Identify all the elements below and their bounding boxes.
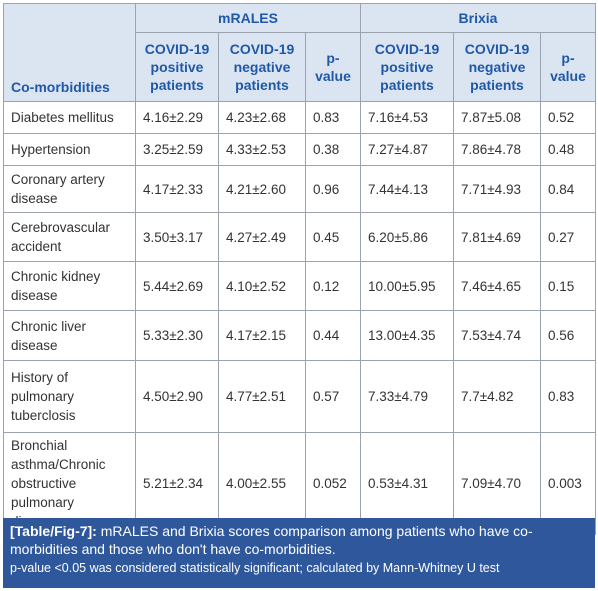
table-cell: 4.27±2.49	[218, 212, 306, 262]
row-label: Cerebrovascular accident	[3, 212, 136, 262]
table-cell: 7.53±4.74	[453, 310, 541, 361]
column-header: COVID-19 negative patients	[218, 32, 306, 102]
table-cell: 7.27±4.87	[360, 133, 454, 166]
header-text: COVID-19 negative patients	[229, 41, 295, 93]
table-row: Cerebrovascular accident 3.50±3.17 4.27±2.…	[3, 212, 597, 262]
table-cell: 3.50±3.17	[135, 212, 219, 262]
table-cell: 0.52	[539, 101, 597, 134]
label-text: Chronic liver disease	[11, 318, 87, 353]
label-text: Cerebrovascular accident	[11, 220, 111, 254]
table-row: Bronchial asthma/Chronic obstructive pul…	[3, 432, 597, 535]
label-text: Bronchial asthma/Chronic obstructive pul…	[11, 438, 106, 529]
header-row: Co-morbidities mRALES Brixia	[3, 3, 597, 102]
row-label: Bronchial asthma/Chronic obstructive pul…	[3, 432, 136, 535]
table-cell: 0.53±4.31	[360, 432, 454, 535]
table-cell: 0.003	[539, 432, 597, 535]
column-header: p-value	[539, 32, 597, 102]
table: Co-morbidities mRALES Brixia COVID-19 posit…	[3, 3, 597, 535]
table-cell: 10.00±5.95	[360, 261, 454, 311]
table-cell: 0.15	[539, 261, 597, 311]
table-cell: 0.56	[539, 310, 597, 361]
table-cell: 0.27	[539, 212, 597, 262]
table-cell: 0.12	[305, 261, 361, 311]
table-row: Chronic liver disease 5.33±2.30 4.17±2.15 0…	[3, 310, 597, 361]
table-row: Diabetes mellitus 4.16±2.29 4.23±2.68 0.83 7…	[3, 101, 597, 134]
table-cell: 0.84	[539, 165, 597, 213]
row-label: Chronic kidney disease	[3, 261, 136, 311]
table-cell: 5.44±2.69	[135, 261, 219, 311]
table-wrap: Co-morbidities mRALES Brixia COVID-19 posit…	[3, 3, 597, 535]
table-cell: 0.57	[305, 360, 361, 433]
table-cell: 3.25±2.59	[135, 133, 219, 166]
column-header: COVID-19 positive patients	[135, 32, 219, 102]
label-text: Chronic kidney disease	[11, 269, 101, 303]
caption-text: mRALES and Brixia scores comparison amon…	[10, 523, 533, 557]
table-cell: 7.09±4.70	[453, 432, 541, 535]
table-cell: 7.44±4.13	[360, 165, 454, 213]
table-row: History of pulmonary tuberclosis 4.50±2.9…	[3, 360, 597, 433]
table-cell: 0.45	[305, 212, 361, 262]
table-cell: 0.48	[539, 133, 597, 166]
header-text: COVID-19 negative patients	[464, 41, 530, 93]
header-text: COVID-19 positive patients	[374, 41, 440, 93]
table-cell: 4.21±2.60	[218, 165, 306, 213]
table-cell: 7.33±4.79	[360, 360, 454, 433]
column-header: COVID-19 positive patients	[360, 32, 454, 102]
table-cell: 7.7±4.82	[453, 360, 541, 433]
table-cell: 0.38	[305, 133, 361, 166]
table-cell: 0.052	[305, 432, 361, 535]
caption: [Table/Fig-7]: mRALES and Brixia scores …	[3, 518, 595, 588]
table-row: Hypertension 3.25±2.59 4.33±2.53 0.38 7.27±4…	[3, 133, 597, 166]
column-header: COVID-19 negative patients	[453, 32, 541, 102]
table-cell: 0.83	[539, 360, 597, 433]
table-cell: 4.16±2.29	[135, 101, 219, 134]
table-cell: 0.96	[305, 165, 361, 213]
label-text: Coronary artery disease	[11, 172, 105, 206]
table-cell: 7.71±4.93	[453, 165, 541, 213]
table-cell: 0.44	[305, 310, 361, 361]
table-cell: 7.87±5.08	[453, 101, 541, 134]
table-cell: 4.77±2.51	[218, 360, 306, 433]
table-cell: 4.50±2.90	[135, 360, 219, 433]
table-cell: 13.00±4.35	[360, 310, 454, 361]
table-cell: 4.33±2.53	[218, 133, 306, 166]
header-row: COVID-19 positive patients COVID-19 negat…	[4, 32, 597, 102]
table-cell: 4.17±2.33	[135, 165, 219, 213]
table-row: Coronary artery disease 4.17±2.33 4.21±2.6…	[3, 165, 597, 213]
row-label: Hypertension	[3, 133, 136, 166]
table-cell: 7.81±4.69	[453, 212, 541, 262]
row-label: Diabetes mellitus	[3, 101, 136, 134]
table-cell: 0.83	[305, 101, 361, 134]
row-label: Chronic liver disease	[3, 310, 136, 361]
table-cell: 4.10±2.52	[218, 261, 306, 311]
header-cell: Co-morbidities	[3, 3, 136, 102]
group-header: mRALES	[135, 3, 361, 33]
caption-label: [Table/Fig-7]:	[10, 523, 97, 539]
caption-note: p-value <0.05 was considered statistical…	[10, 561, 500, 575]
label-text: Hypertension	[11, 142, 91, 157]
table-cell: 4.23±2.68	[218, 101, 306, 134]
header-text: p-value	[550, 50, 586, 84]
table-cell: 4.17±2.15	[218, 310, 306, 361]
table-cell: 7.16±4.53	[360, 101, 454, 134]
row-label: History of pulmonary tuberclosis	[3, 360, 136, 433]
row-label: Coronary artery disease	[3, 165, 136, 213]
column-header: p-value	[305, 32, 361, 102]
label-text: Diabetes mellitus	[11, 110, 114, 125]
header-text: p-value	[315, 50, 351, 84]
header-text: COVID-19 positive patients	[144, 41, 210, 93]
table-cell: 6.20±5.86	[360, 212, 454, 262]
header-text: Co-morbidities	[11, 79, 110, 95]
table-cell: 7.86±4.78	[453, 133, 541, 166]
group-header: Brixia	[359, 3, 597, 33]
label-text: History of pulmonary tuberclosis	[11, 370, 76, 423]
table-cell: 4.00±2.55	[218, 432, 306, 535]
table-row: Chronic kidney disease 5.44±2.69 4.10±2.52…	[3, 261, 597, 311]
table-cell: 7.46±4.65	[453, 261, 541, 311]
table-cell: 5.33±2.30	[135, 310, 219, 361]
